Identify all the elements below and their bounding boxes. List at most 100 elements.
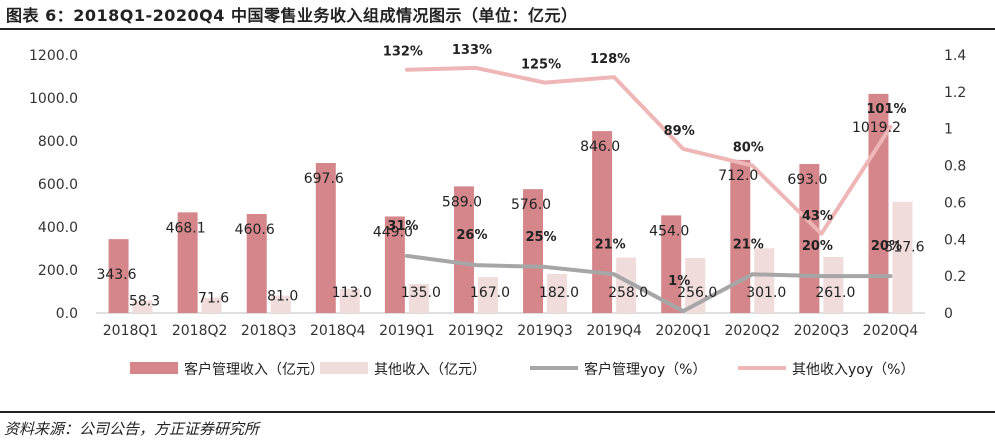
line-other-income-yoy	[404, 65, 893, 236]
x-tick-label: 2020Q3	[794, 323, 850, 339]
x-tick-label: 2018Q2	[172, 323, 228, 339]
bar-label-customer-mgmt: 454.0	[649, 223, 689, 239]
y-left-tick-label: 200.0	[38, 263, 78, 279]
y-left-tick-label: 1200.0	[29, 48, 78, 64]
bar-other-income	[754, 248, 775, 313]
bar-label-customer-mgmt: 589.0	[442, 194, 482, 210]
bar-label-customer-mgmt: 460.6	[235, 222, 275, 238]
y-right-tick-label: 0.2	[944, 269, 966, 285]
line-label-customer-mgmt-yoy: 26%	[456, 228, 487, 243]
line-label-other-income-yoy: 125%	[521, 58, 561, 73]
bar-label-customer-mgmt: 846.0	[580, 139, 620, 155]
bar-label-customer-mgmt: 697.6	[304, 171, 344, 187]
line-label-other-income-yoy: 101%	[866, 102, 906, 117]
bar-customer-mgmt	[453, 186, 474, 313]
bar-label-other-income: 301.0	[746, 285, 786, 301]
bar-label-customer-mgmt: 449.0	[373, 224, 413, 240]
line-label-customer-mgmt-yoy: 25%	[525, 230, 556, 245]
x-tick-label: 2018Q3	[241, 323, 297, 339]
chart-title: 图表 6：2018Q1-2020Q4 中国零售业务收入组成情况图示（单位：亿元）	[6, 6, 578, 25]
x-tick-label: 2018Q1	[103, 323, 159, 339]
legend-label-2: 客户管理yoy（%）	[584, 361, 706, 378]
bar-label-other-income: 167.0	[470, 285, 510, 301]
bar-label-other-income: 135.0	[401, 285, 441, 301]
bar-label-other-income: 113.0	[332, 285, 372, 301]
legend-label-0: 客户管理收入（亿元）	[184, 361, 324, 378]
bar-customer-mgmt	[730, 159, 751, 313]
bar-label-other-income: 261.0	[815, 285, 855, 301]
x-tick-label: 2019Q3	[517, 323, 573, 339]
legend-label-1: 其他收入（亿元）	[374, 362, 486, 378]
bar-label-customer-mgmt: 343.6	[96, 267, 136, 283]
line-label-customer-mgmt-yoy: 31%	[387, 219, 418, 234]
y-left-tick-label: 400.0	[38, 220, 78, 236]
bar-label-other-income: 258.0	[608, 285, 648, 301]
y-right-tick-label: 0.8	[944, 159, 966, 175]
line-label-other-income-yoy: 132%	[383, 45, 423, 60]
x-tick-label: 2020Q1	[655, 323, 711, 339]
x-tick-label: 2019Q2	[448, 323, 504, 339]
legend-swatch-0	[130, 362, 178, 374]
source-note: 资料来源：公司公告，方正证券研究所	[4, 420, 260, 438]
bar-other-income	[339, 288, 360, 313]
y-right-tick-label: 1	[944, 122, 953, 138]
x-tick-label: 2018Q4	[310, 323, 366, 339]
bar-other-income	[685, 257, 706, 313]
y-right-tick-label: 0	[944, 306, 953, 322]
bar-label-customer-mgmt: 576.0	[511, 197, 551, 213]
line-customer-mgmt-yoy	[404, 253, 893, 314]
y-right-tick-label: 0.4	[944, 232, 966, 248]
bar-label-other-income: 81.0	[267, 289, 298, 305]
legend-swatch-1	[320, 362, 368, 374]
bar-customer-mgmt	[108, 239, 129, 313]
bar-label-customer-mgmt: 468.1	[166, 220, 206, 236]
bar-label-other-income: 182.0	[539, 285, 579, 301]
title-rule	[0, 28, 995, 30]
bar-customer-mgmt	[315, 163, 336, 313]
bar-customer-mgmt	[246, 213, 267, 313]
bar-other-income	[547, 273, 568, 313]
bar-customer-mgmt	[661, 215, 682, 313]
y-right-tick-label: 0.6	[944, 195, 966, 211]
y-right-tick-label: 1.4	[944, 48, 966, 64]
bar-label-other-income: 256.0	[677, 285, 717, 301]
x-tick-label: 2020Q4	[863, 323, 919, 339]
bar-customer-mgmt	[384, 216, 405, 313]
line-label-other-income-yoy: 43%	[802, 209, 833, 224]
bar-other-income	[132, 300, 153, 313]
bar-label-other-income: 71.6	[198, 291, 229, 307]
x-tick-label: 2019Q1	[379, 323, 435, 339]
bar-customer-mgmt	[868, 93, 889, 313]
bar-other-income	[823, 256, 844, 313]
y-left-tick-label: 800.0	[38, 134, 78, 150]
bar-customer-mgmt	[523, 189, 544, 313]
line-label-other-income-yoy: 133%	[452, 43, 492, 58]
bar-label-customer-mgmt: 1019.2	[852, 120, 901, 136]
line-label-customer-mgmt-yoy: 20%	[802, 239, 833, 254]
line-label-customer-mgmt-yoy: 21%	[595, 237, 626, 252]
bar-other-income	[477, 277, 498, 313]
line-label-customer-mgmt-yoy: 20%	[871, 239, 902, 254]
line-label-other-income-yoy: 128%	[590, 52, 630, 67]
bar-other-income	[270, 295, 291, 313]
source-rule	[0, 411, 995, 413]
bar-other-income	[408, 283, 429, 313]
bar-label-customer-mgmt: 693.0	[787, 172, 827, 188]
bar-label-customer-mgmt: 712.0	[718, 168, 758, 184]
line-label-customer-mgmt-yoy: 21%	[733, 237, 764, 252]
bar-other-income	[616, 257, 637, 313]
bar-other-income	[892, 201, 913, 313]
line-label-other-income-yoy: 89%	[664, 124, 695, 139]
x-tick-label: 2019Q4	[586, 323, 642, 339]
x-tick-label: 2020Q2	[725, 323, 781, 339]
line-label-customer-mgmt-yoy: 1%	[668, 274, 690, 289]
y-left-tick-label: 600.0	[38, 177, 78, 193]
bar-label-other-income: 517.6	[884, 240, 924, 256]
bar-customer-mgmt	[592, 131, 613, 313]
line-label-other-income-yoy: 80%	[733, 141, 764, 156]
bar-other-income	[201, 297, 222, 313]
y-right-tick-label: 1.2	[944, 85, 966, 101]
y-left-tick-label: 0.0	[56, 306, 78, 322]
bar-customer-mgmt	[177, 212, 198, 313]
